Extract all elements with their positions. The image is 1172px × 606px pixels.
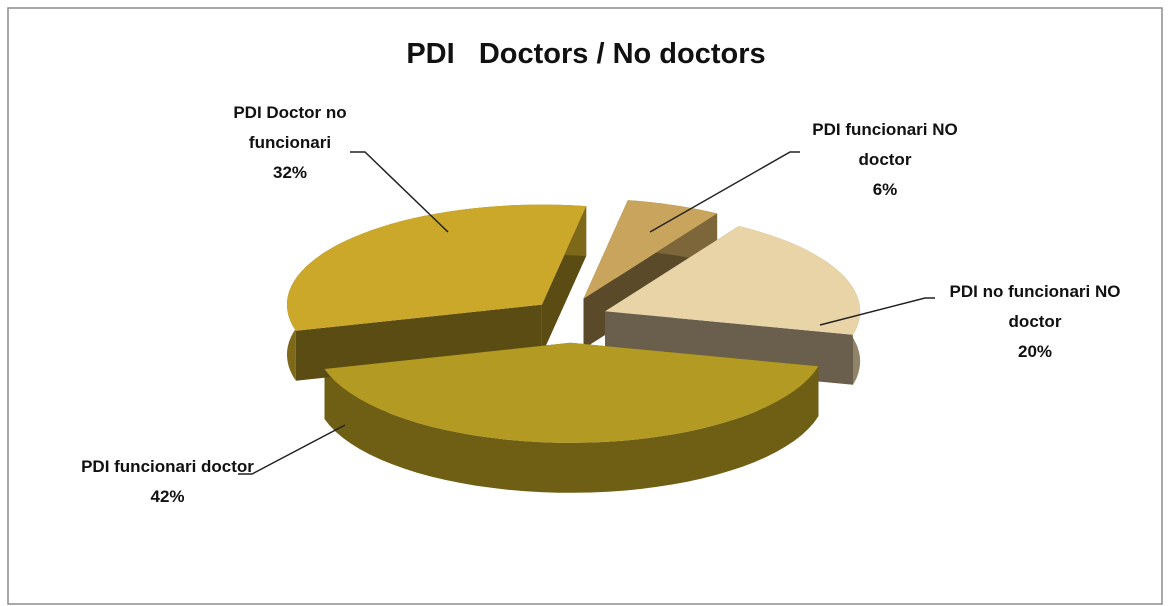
leader-line (649, 151, 800, 233)
chart-title: PDI Doctors / No doctors (406, 38, 766, 70)
slice-label: PDI funcionari NO doctor 6% (790, 115, 980, 205)
slice-label: PDI funcionari doctor 42% (80, 452, 255, 512)
leader-line (819, 297, 935, 326)
label-value: 6% (872, 180, 898, 199)
slice-label: PDI no funcionari NO doctor 20% (935, 277, 1135, 367)
slice-label: PDI Doctor no funcionari 32% (200, 98, 380, 188)
label-name: PDI no funcionari NO doctor (949, 282, 1121, 331)
slice (605, 226, 861, 335)
slice (583, 200, 718, 299)
label-value: 42% (150, 487, 185, 506)
label-value: 20% (1017, 342, 1053, 361)
slice (287, 204, 587, 331)
leader-line (238, 424, 346, 475)
label-name: PDI funcionari NO doctor (812, 120, 958, 169)
label-value: 32% (272, 163, 308, 182)
slice (324, 342, 819, 443)
slice-side (324, 366, 819, 493)
slice-wall (295, 304, 542, 381)
pie (287, 200, 861, 493)
label-name: PDI funcionari doctor (81, 457, 254, 476)
leader-lines (238, 151, 935, 475)
leader-line (350, 151, 449, 233)
label-name: PDI Doctor no funcionari (233, 103, 347, 152)
